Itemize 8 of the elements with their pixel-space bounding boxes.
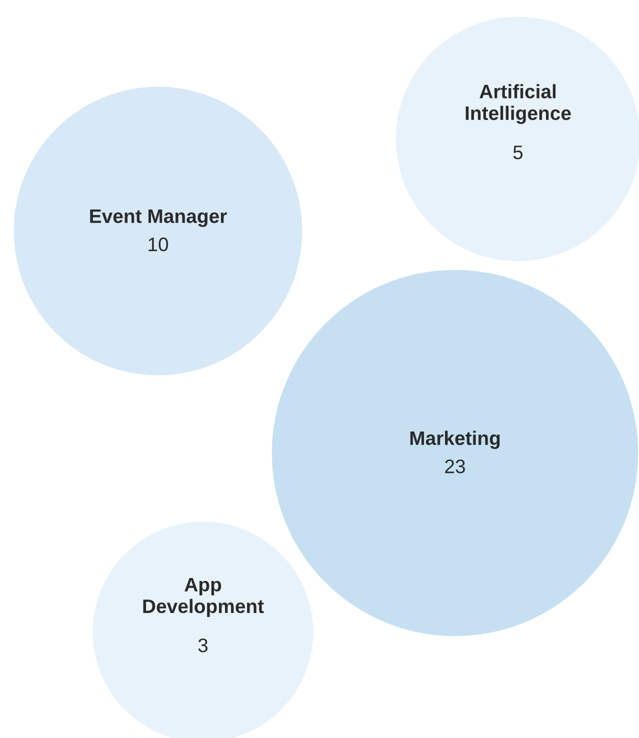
data-label: 3	[198, 638, 208, 652]
category-label: App Development	[143, 578, 264, 617]
data-label: 10	[148, 238, 168, 252]
data-label: 5	[513, 146, 523, 160]
category-label: Event Manager	[90, 210, 227, 227]
category-label: Artificial Intelligence	[466, 84, 571, 124]
category-label: Marketing	[410, 430, 500, 449]
data-label: 23	[445, 460, 465, 474]
